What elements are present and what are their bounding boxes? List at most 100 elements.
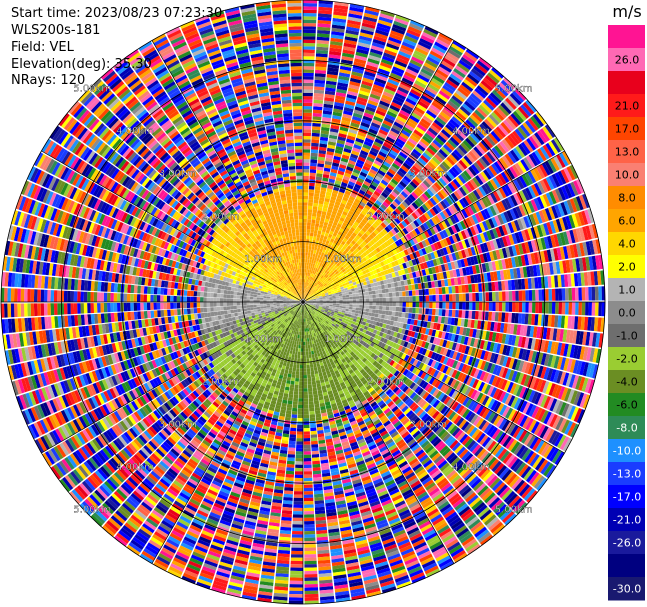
velocity-cell	[318, 200, 324, 205]
velocity-cell	[353, 168, 361, 175]
velocity-cell	[345, 169, 353, 175]
velocity-cell	[390, 191, 398, 198]
velocity-cell	[344, 172, 352, 178]
velocity-cell	[440, 146, 451, 156]
velocity-cell	[314, 243, 319, 248]
velocity-cell	[355, 137, 365, 144]
velocity-cell	[356, 302, 360, 305]
velocity-cell	[303, 56, 315, 60]
velocity-cell	[492, 177, 501, 188]
velocity-cell	[469, 204, 478, 214]
velocity-cell	[347, 184, 354, 190]
velocity-cell	[316, 173, 323, 178]
velocity-cell	[481, 121, 493, 133]
velocity-cell	[484, 74, 498, 87]
velocity-cell	[400, 44, 414, 53]
velocity-cell	[419, 38, 433, 47]
velocity-cell	[475, 144, 486, 155]
velocity-cell	[420, 94, 433, 104]
velocity-cell	[331, 192, 338, 198]
velocity-cell	[363, 162, 372, 169]
velocity-cell	[367, 242, 373, 248]
velocity-cell	[315, 176, 323, 181]
velocity-cell	[530, 169, 540, 182]
velocity-cell	[445, 286, 449, 294]
velocity-cell	[307, 279, 309, 283]
velocity-cell	[409, 181, 418, 189]
velocity-cell	[333, 105, 344, 111]
velocity-cell	[391, 287, 396, 293]
velocity-cell	[362, 115, 373, 122]
velocity-cell	[369, 225, 376, 232]
velocity-cell	[333, 155, 341, 161]
velocity-cell	[468, 166, 477, 177]
velocity-cell	[352, 307, 356, 310]
velocity-cell	[351, 279, 356, 283]
velocity-cell	[475, 188, 484, 199]
velocity-cell	[598, 286, 602, 301]
velocity-cell	[363, 216, 370, 222]
velocity-cell	[348, 159, 356, 166]
velocity-cell	[538, 164, 548, 178]
velocity-cell	[315, 289, 320, 293]
velocity-cell	[315, 183, 322, 188]
velocity-cell	[327, 282, 331, 286]
velocity-cell	[344, 36, 358, 42]
velocity-cell	[303, 189, 309, 193]
velocity-cell	[349, 273, 354, 278]
velocity-cell	[354, 55, 368, 61]
velocity-cell	[518, 302, 523, 313]
velocity-cell	[365, 6, 380, 13]
velocity-cell	[362, 246, 368, 252]
velocity-cell	[323, 289, 328, 293]
velocity-cell	[428, 144, 438, 154]
velocity-cell	[465, 137, 475, 148]
velocity-cell	[339, 65, 352, 71]
velocity-cell	[303, 66, 315, 70]
velocity-cell	[381, 249, 387, 256]
velocity-cell	[321, 285, 325, 289]
velocity-cell	[385, 233, 392, 240]
velocity-cell	[503, 119, 514, 132]
velocity-cell	[492, 190, 501, 202]
velocity-cell	[303, 159, 310, 163]
velocity-cell	[453, 92, 465, 103]
velocity-cell	[340, 59, 353, 65]
velocity-cell	[507, 134, 518, 147]
velocity-cell	[337, 274, 342, 279]
velocity-cell	[382, 176, 391, 184]
velocity-cell	[485, 167, 495, 178]
velocity-cell	[406, 196, 414, 204]
velocity-cell	[321, 231, 326, 236]
velocity-cell	[499, 157, 509, 169]
velocity-cell	[333, 4, 349, 10]
velocity-cell	[377, 132, 387, 139]
velocity-cell	[380, 126, 390, 133]
velocity-cell	[320, 279, 324, 284]
velocity-cell	[375, 29, 389, 37]
velocity-cell	[470, 191, 478, 202]
velocity-cell	[363, 232, 369, 239]
velocity-cell	[339, 217, 345, 222]
velocity-cell	[358, 90, 370, 97]
velocity-cell	[348, 266, 353, 271]
velocity-cell	[314, 287, 318, 291]
velocity-cell	[303, 135, 311, 140]
velocity-cell	[304, 288, 305, 293]
velocity-cell	[395, 185, 403, 193]
velocity-cell	[326, 236, 331, 242]
velocity-cell	[435, 294, 440, 302]
velocity-cell	[438, 309, 443, 316]
velocity-cell	[316, 216, 321, 221]
velocity-cell	[461, 103, 474, 114]
velocity-cell	[338, 255, 343, 260]
velocity-cell	[553, 137, 564, 152]
velocity-cell	[412, 302, 416, 308]
velocity-cell	[382, 142, 392, 150]
velocity-cell	[304, 262, 307, 266]
velocity-cell	[352, 212, 359, 219]
velocity-cell	[356, 261, 362, 266]
velocity-cell	[313, 233, 318, 237]
velocity-cell	[307, 209, 313, 213]
velocity-cell	[480, 210, 488, 220]
